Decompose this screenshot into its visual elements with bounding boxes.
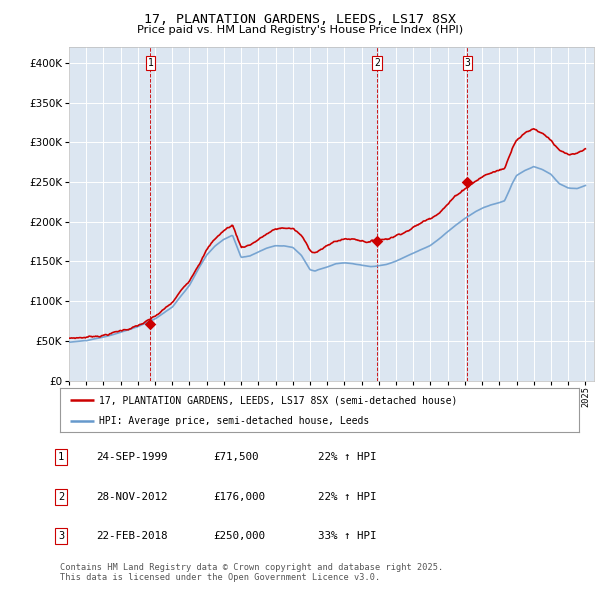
Text: 28-NOV-2012: 28-NOV-2012 [96,492,167,502]
Point [463,178,472,187]
Text: £250,000: £250,000 [213,532,265,541]
Text: Price paid vs. HM Land Registry's House Price Index (HPI): Price paid vs. HM Land Registry's House … [137,25,463,35]
Text: 2: 2 [58,492,64,502]
Text: 33% ↑ HPI: 33% ↑ HPI [318,532,377,541]
Text: 3: 3 [58,532,64,541]
Text: 3: 3 [464,58,470,68]
Text: 17, PLANTATION GARDENS, LEEDS, LS17 8SX: 17, PLANTATION GARDENS, LEEDS, LS17 8SX [144,13,456,26]
Text: 1: 1 [58,453,64,462]
Text: HPI: Average price, semi-detached house, Leeds: HPI: Average price, semi-detached house,… [99,416,369,426]
Text: 1: 1 [148,58,154,68]
Text: 24-SEP-1999: 24-SEP-1999 [96,453,167,462]
Point [146,319,155,329]
Text: Contains HM Land Registry data © Crown copyright and database right 2025.
This d: Contains HM Land Registry data © Crown c… [60,563,443,582]
Text: 22% ↑ HPI: 22% ↑ HPI [318,492,377,502]
Text: £176,000: £176,000 [213,492,265,502]
Text: £71,500: £71,500 [213,453,259,462]
Text: 22% ↑ HPI: 22% ↑ HPI [318,453,377,462]
Text: 2: 2 [374,58,380,68]
Point [373,236,382,245]
Text: 17, PLANTATION GARDENS, LEEDS, LS17 8SX (semi-detached house): 17, PLANTATION GARDENS, LEEDS, LS17 8SX … [99,395,457,405]
Text: 22-FEB-2018: 22-FEB-2018 [96,532,167,541]
